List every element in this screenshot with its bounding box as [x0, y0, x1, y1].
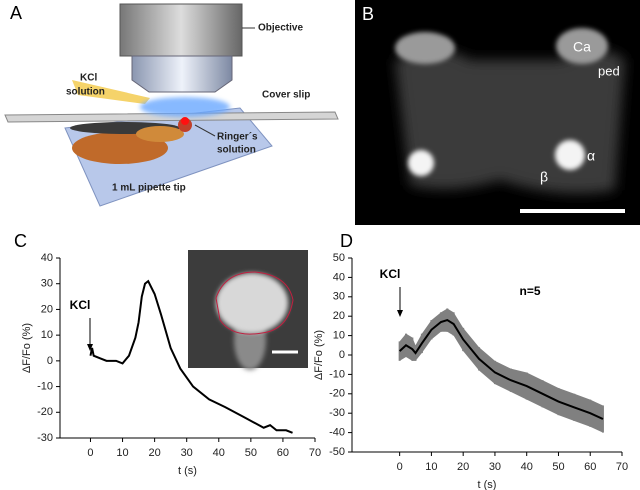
x-tick-label: 30: [181, 447, 193, 459]
x-tick-label: 60: [277, 447, 289, 459]
objective-lens: [131, 55, 233, 93]
x-axis-label: t (s): [478, 479, 497, 490]
label: Objective: [258, 23, 303, 34]
panel-label: C: [14, 231, 27, 251]
x-tick-label: 20: [148, 447, 160, 459]
brain-window: [181, 117, 189, 125]
x-tick-label: 50: [245, 447, 257, 459]
y-tick-label: 10: [41, 329, 53, 341]
label: ped: [598, 63, 620, 78]
y-tick-label: 0: [339, 349, 345, 361]
ringer-drop: [140, 97, 230, 117]
label: α: [587, 148, 595, 164]
calyx: [395, 32, 455, 64]
calyx: [556, 28, 608, 64]
x-tick-label: 30: [489, 461, 501, 473]
y-tick-label: -40: [329, 427, 345, 439]
x-tick-label: 70: [616, 461, 628, 473]
y-tick-label: 40: [41, 252, 53, 264]
x-tick-label: 60: [584, 461, 596, 473]
y-tick-label: 20: [41, 303, 53, 315]
label: 1 mL pipette tip: [112, 183, 186, 194]
y-tick-label: -30: [329, 407, 345, 419]
chart: C 40 30 20 10 0 -10 -20 -30 0 10 20 30 40 50 60 70 t (s) Δ…: [14, 231, 321, 477]
fly-body: [72, 132, 168, 164]
arrow-head: [397, 310, 403, 317]
x-tick-label: 50: [552, 461, 564, 473]
panel-b: B Ca ped α β: [355, 0, 640, 225]
kcl-stream: [72, 80, 150, 104]
x-tick-label: 0: [397, 461, 403, 473]
objective: [119, 3, 243, 57]
panel-label: D: [340, 231, 353, 251]
y-tick-label: 20: [333, 310, 345, 322]
y-tick-label: -10: [37, 380, 53, 392]
y-tick-label: 40: [333, 271, 345, 283]
label: solution: [66, 87, 105, 98]
inset: [188, 250, 308, 370]
y-tick-label: 30: [333, 291, 345, 303]
y-tick-label: -30: [37, 432, 53, 444]
y-tick-label: 0: [47, 355, 53, 367]
annotation: n=5: [519, 284, 540, 298]
y-axis-label: ΔF/Fo (%): [313, 330, 325, 380]
x-tick-label: 0: [87, 447, 93, 459]
label: solution: [217, 145, 256, 156]
panel-label: B: [362, 4, 374, 24]
x-tick-label: 40: [521, 461, 533, 473]
line: [89, 279, 293, 434]
label: KCl: [80, 73, 97, 84]
y-tick-label: 30: [41, 278, 53, 290]
line: [398, 318, 604, 420]
annotation: KCl: [380, 267, 401, 281]
y-tick-label: -50: [329, 446, 345, 458]
annotation: KCl: [70, 298, 91, 312]
pointer: [194, 124, 216, 137]
lobe: [555, 140, 585, 170]
y-tick-label: 10: [333, 330, 345, 342]
y-axis-label: ΔF/Fo (%): [21, 323, 33, 373]
y-tick-label: -10: [329, 368, 345, 380]
error-band: [399, 308, 603, 433]
x-tick-label: 40: [213, 447, 225, 459]
roi: [215, 271, 294, 335]
lobe: [216, 273, 288, 333]
x-tick-label: 20: [457, 461, 469, 473]
label: Cover slip: [262, 90, 310, 101]
x-tick-label: 10: [425, 461, 437, 473]
panel-a: A Objective KCl solution Cover slip Ring…: [4, 3, 339, 207]
x-tick-label: 10: [116, 447, 128, 459]
lobe: [408, 150, 434, 176]
x-axis-label: t (s): [178, 465, 197, 477]
panel-label: A: [10, 3, 22, 23]
label: β: [540, 169, 548, 185]
label: Ringer´s: [217, 132, 258, 143]
cover-slip: [4, 111, 339, 123]
fly-thorax: [136, 126, 184, 142]
y-tick-label: -20: [329, 388, 345, 400]
label: Ca: [573, 39, 591, 55]
x-tick-label: 70: [309, 447, 321, 459]
y-tick-label: -20: [37, 406, 53, 418]
y-tick-label: 50: [333, 252, 345, 264]
arrow-head: [87, 344, 93, 351]
